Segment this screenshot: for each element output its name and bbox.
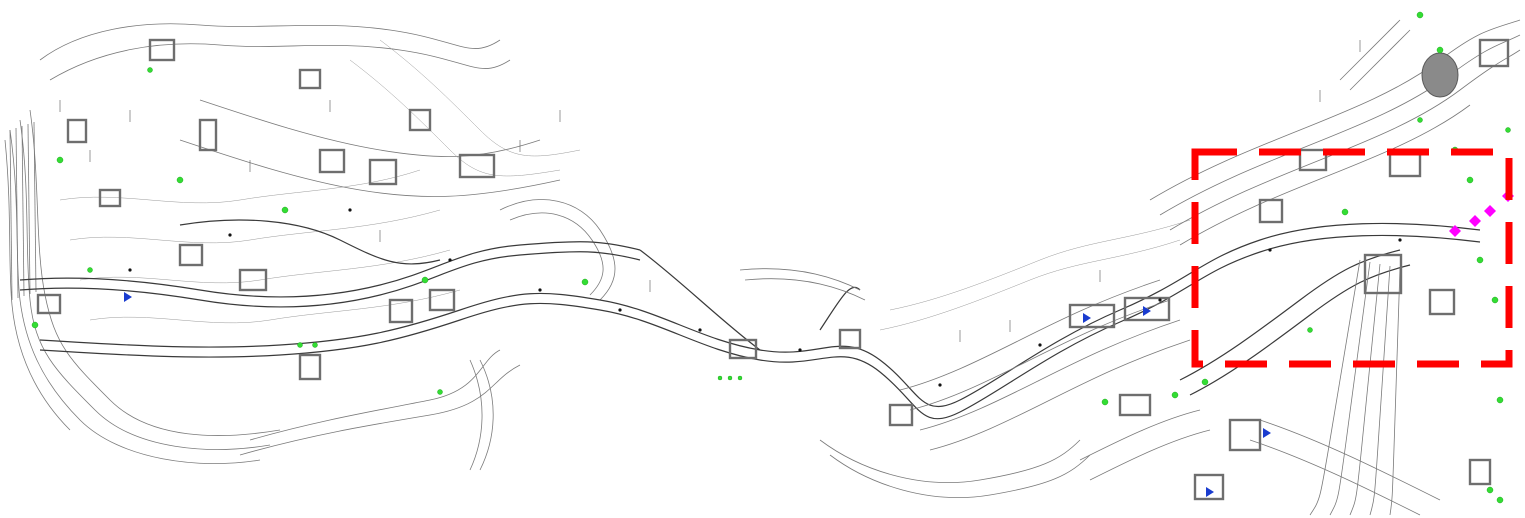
road-network: [19, 219, 1481, 420]
slope-ticks: [59, 40, 1361, 342]
buildings: [36, 38, 1510, 501]
highlight-region: [1191, 148, 1513, 368]
poi-markers: [1449, 190, 1514, 237]
contours-middle: [469, 219, 1191, 498]
survey-points: [128, 208, 1402, 387]
flag-markers: [124, 292, 1271, 497]
slope-hatching-left: [9, 121, 37, 301]
vegetation: [31, 11, 1511, 504]
contours-right: [1079, 19, 1521, 516]
contours-left: [4, 23, 616, 464]
